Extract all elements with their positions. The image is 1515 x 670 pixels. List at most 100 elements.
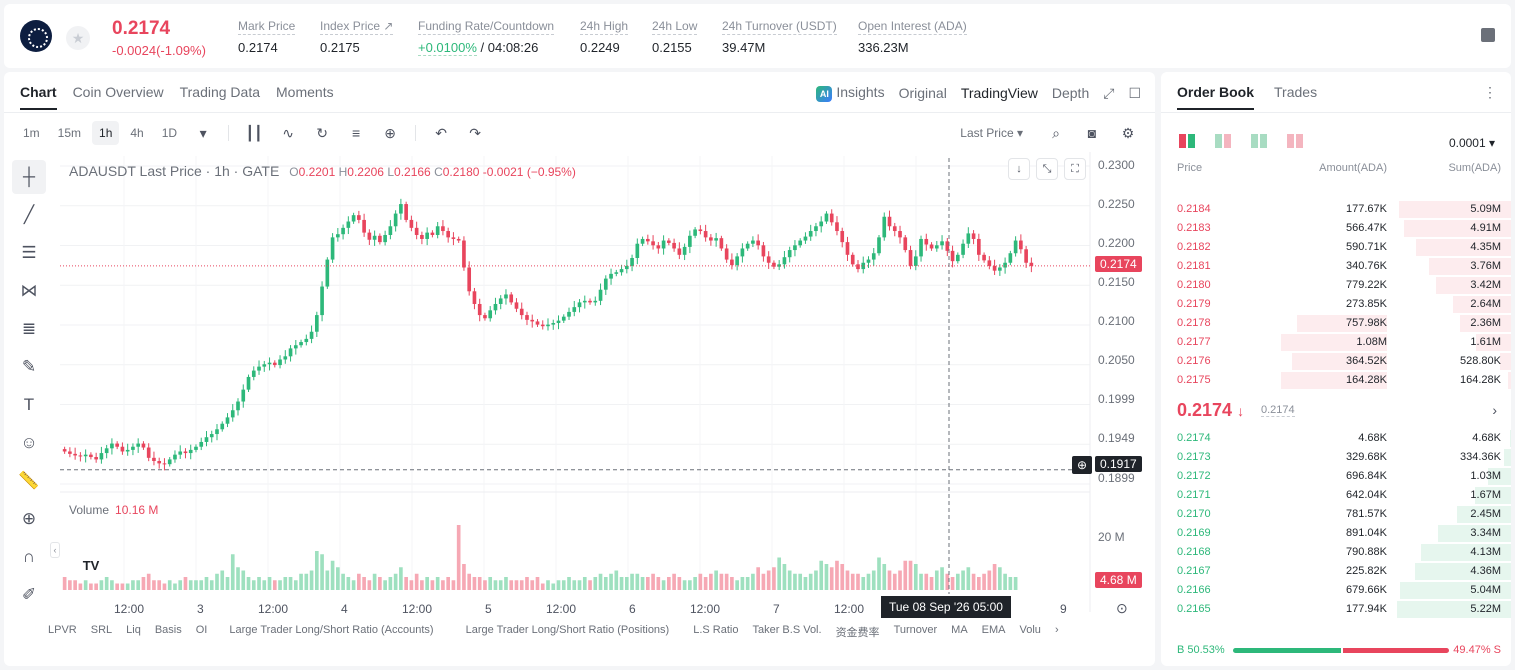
tab-moments[interactable]: Moments xyxy=(276,84,334,100)
book-icon[interactable] xyxy=(1481,28,1495,42)
arrow-down-icon[interactable]: ↓ xyxy=(1008,158,1030,180)
tab-depth[interactable]: Depth xyxy=(1051,85,1090,101)
bid-row[interactable]: 0.2172 696.84K 1.03M xyxy=(1161,467,1511,486)
indicator-oi[interactable]: OI xyxy=(195,624,208,636)
fullscreen-icon[interactable]: ⛶ xyxy=(1064,158,1086,180)
candle-body xyxy=(288,348,293,357)
timeframe-1h[interactable]: 1h xyxy=(92,121,120,145)
crosshair-icon[interactable]: ┼ xyxy=(12,160,46,194)
indicator-srl[interactable]: SRL xyxy=(90,624,113,636)
camera-icon[interactable]: ◙ xyxy=(1087,125,1097,141)
candle-body xyxy=(68,451,72,454)
price-source-select[interactable]: Last Price ▾ xyxy=(960,126,1023,140)
ask-row[interactable]: 0.2175 164.28K 164.28K xyxy=(1161,371,1511,390)
volume-bar xyxy=(351,580,356,590)
add-plus-icon[interactable]: ⊕ xyxy=(1072,456,1092,474)
stat-index-price[interactable]: Index Price ↗ 0.2175 xyxy=(320,19,394,55)
bid-row[interactable]: 0.2169 891.04K 3.34M xyxy=(1161,524,1511,543)
tab-order-book[interactable]: Order Book xyxy=(1177,84,1255,110)
pattern-icon[interactable]: ⋈ xyxy=(20,281,38,300)
ruler-icon[interactable]: 📏 xyxy=(18,471,40,490)
both-sides-icon[interactable] xyxy=(1179,134,1195,148)
timeframe-4h[interactable]: 4h xyxy=(130,126,144,140)
indicator-ema[interactable]: EMA xyxy=(981,624,1006,636)
magnet-icon[interactable]: ∩ xyxy=(22,547,36,566)
ask-row[interactable]: 0.2177 1.08M 1.61M xyxy=(1161,333,1511,352)
add-alert-icon[interactable]: ⊕ xyxy=(384,124,396,141)
undo-icon[interactable]: ↶ xyxy=(435,124,447,141)
ask-row[interactable]: 0.2183 566.47K 4.91M xyxy=(1161,219,1511,238)
candles-icon[interactable]: ┃┃ xyxy=(245,124,263,141)
timeframe-15m[interactable]: 15m xyxy=(57,126,82,140)
bid-row[interactable]: 0.2166 679.66K 5.04M xyxy=(1161,581,1511,600)
ask-row[interactable]: 0.2178 757.98K 2.36M xyxy=(1161,314,1511,333)
indicator-lt-accounts[interactable]: Large Trader Long/Short Ratio (Accounts) xyxy=(229,624,434,636)
ask-row[interactable]: 0.2179 273.85K 2.64M xyxy=(1161,295,1511,314)
tab-coin-overview[interactable]: Coin Overview xyxy=(72,84,164,100)
timeframe-1d[interactable]: 1D xyxy=(161,126,178,140)
precision-select[interactable]: 0.0001 ▾ xyxy=(1448,136,1495,150)
replay-icon[interactable]: ↻ xyxy=(316,124,328,141)
tab-tradingview[interactable]: TradingView xyxy=(960,85,1038,101)
emoji-icon[interactable]: ☺ xyxy=(20,433,38,452)
tab-trading-data[interactable]: Trading Data xyxy=(179,84,261,100)
ask-row[interactable]: 0.2182 590.71K 4.35M xyxy=(1161,238,1511,257)
tab-original[interactable]: Original xyxy=(898,85,947,101)
fib-icon[interactable]: ≣ xyxy=(21,319,37,338)
window-icon[interactable]: ☐ xyxy=(1128,84,1141,101)
asks-only-icon[interactable] xyxy=(1287,134,1303,148)
gear-icon[interactable]: ⚙ xyxy=(1121,124,1135,141)
bid-row[interactable]: 0.2165 177.94K 5.22M xyxy=(1161,600,1511,619)
bid-row[interactable]: 0.2168 790.88K 4.13M xyxy=(1161,543,1511,562)
indicators-icon[interactable]: ∿ xyxy=(282,124,294,141)
tab-trades[interactable]: Trades xyxy=(1274,84,1318,100)
candlestick-chart[interactable] xyxy=(4,72,1155,666)
ask-row[interactable]: 0.2181 340.76K 3.76M xyxy=(1161,257,1511,276)
both-sides-alt-icon[interactable] xyxy=(1215,134,1231,148)
ask-row[interactable]: 0.2184 177.67K 5.09M xyxy=(1161,200,1511,219)
bid-row[interactable]: 0.2170 781.57K 2.45M xyxy=(1161,505,1511,524)
indicator-funding[interactable]: 资金费率 xyxy=(835,627,880,639)
indicator-liq[interactable]: Liq xyxy=(126,624,141,636)
volume-bar xyxy=(724,573,729,590)
indicator-lpvr[interactable]: LPVR xyxy=(48,624,77,636)
indicator-ls-ratio[interactable]: L.S Ratio xyxy=(693,624,739,636)
collapse-arrow-icon[interactable]: ‹ xyxy=(50,542,60,558)
volume-bar xyxy=(393,573,398,590)
indicator-volume[interactable]: Volu xyxy=(1019,624,1041,636)
more-icon[interactable]: ⋮ xyxy=(1483,84,1497,100)
favorite-star-icon[interactable]: ★ xyxy=(66,26,90,50)
bid-row[interactable]: 0.2167 225.82K 4.36M xyxy=(1161,562,1511,581)
indicator-lt-positions[interactable]: Large Trader Long/Short Ratio (Positions… xyxy=(465,624,670,636)
indicator-basis[interactable]: Basis xyxy=(154,624,182,636)
zoom-in-icon[interactable]: ⊕ xyxy=(21,509,37,528)
text-icon[interactable]: T xyxy=(23,395,35,414)
settings-icon[interactable]: ⊙ xyxy=(1116,600,1128,616)
chevron-down-icon[interactable]: ▾ xyxy=(199,124,207,141)
candle-body xyxy=(157,461,162,464)
bid-row[interactable]: 0.2174 4.68K 4.68K xyxy=(1161,429,1511,448)
tab-chart[interactable]: Chart xyxy=(20,84,57,110)
horizontal-lines-icon[interactable]: ☰ xyxy=(21,243,37,262)
indicator-taker-vol[interactable]: Taker B.S Vol. xyxy=(752,624,822,636)
templates-icon[interactable]: ≡ xyxy=(351,125,361,141)
pencil-lock-icon[interactable]: ✐ xyxy=(21,585,37,604)
collapse-icon[interactable]: ⤡ xyxy=(1036,158,1058,180)
timeframe-1m[interactable]: 1m xyxy=(23,126,40,140)
trendline-icon[interactable]: ╱ xyxy=(23,205,35,224)
indicator-ma[interactable]: MA xyxy=(951,624,968,636)
orderbook-price: 0.2169 xyxy=(1177,527,1211,539)
chevron-right-icon[interactable]: › xyxy=(1054,624,1059,636)
search-icon[interactable]: ⌕ xyxy=(1052,124,1060,141)
ask-row[interactable]: 0.2180 779.22K 3.42M xyxy=(1161,276,1511,295)
ask-row[interactable]: 0.2176 364.52K 528.80K xyxy=(1161,352,1511,371)
expand-icon[interactable]: ⤢ xyxy=(1103,84,1115,101)
chevron-right-icon[interactable]: › xyxy=(1492,402,1497,418)
bids-only-icon[interactable] xyxy=(1251,134,1267,148)
redo-icon[interactable]: ↷ xyxy=(469,124,481,141)
brush-icon[interactable]: ✎ xyxy=(21,357,37,376)
bid-row[interactable]: 0.2173 329.68K 334.36K xyxy=(1161,448,1511,467)
indicator-turnover[interactable]: Turnover xyxy=(893,624,938,636)
bid-row[interactable]: 0.2171 642.04K 1.67M xyxy=(1161,486,1511,505)
tab-insights[interactable]: AI Insights xyxy=(816,84,885,102)
